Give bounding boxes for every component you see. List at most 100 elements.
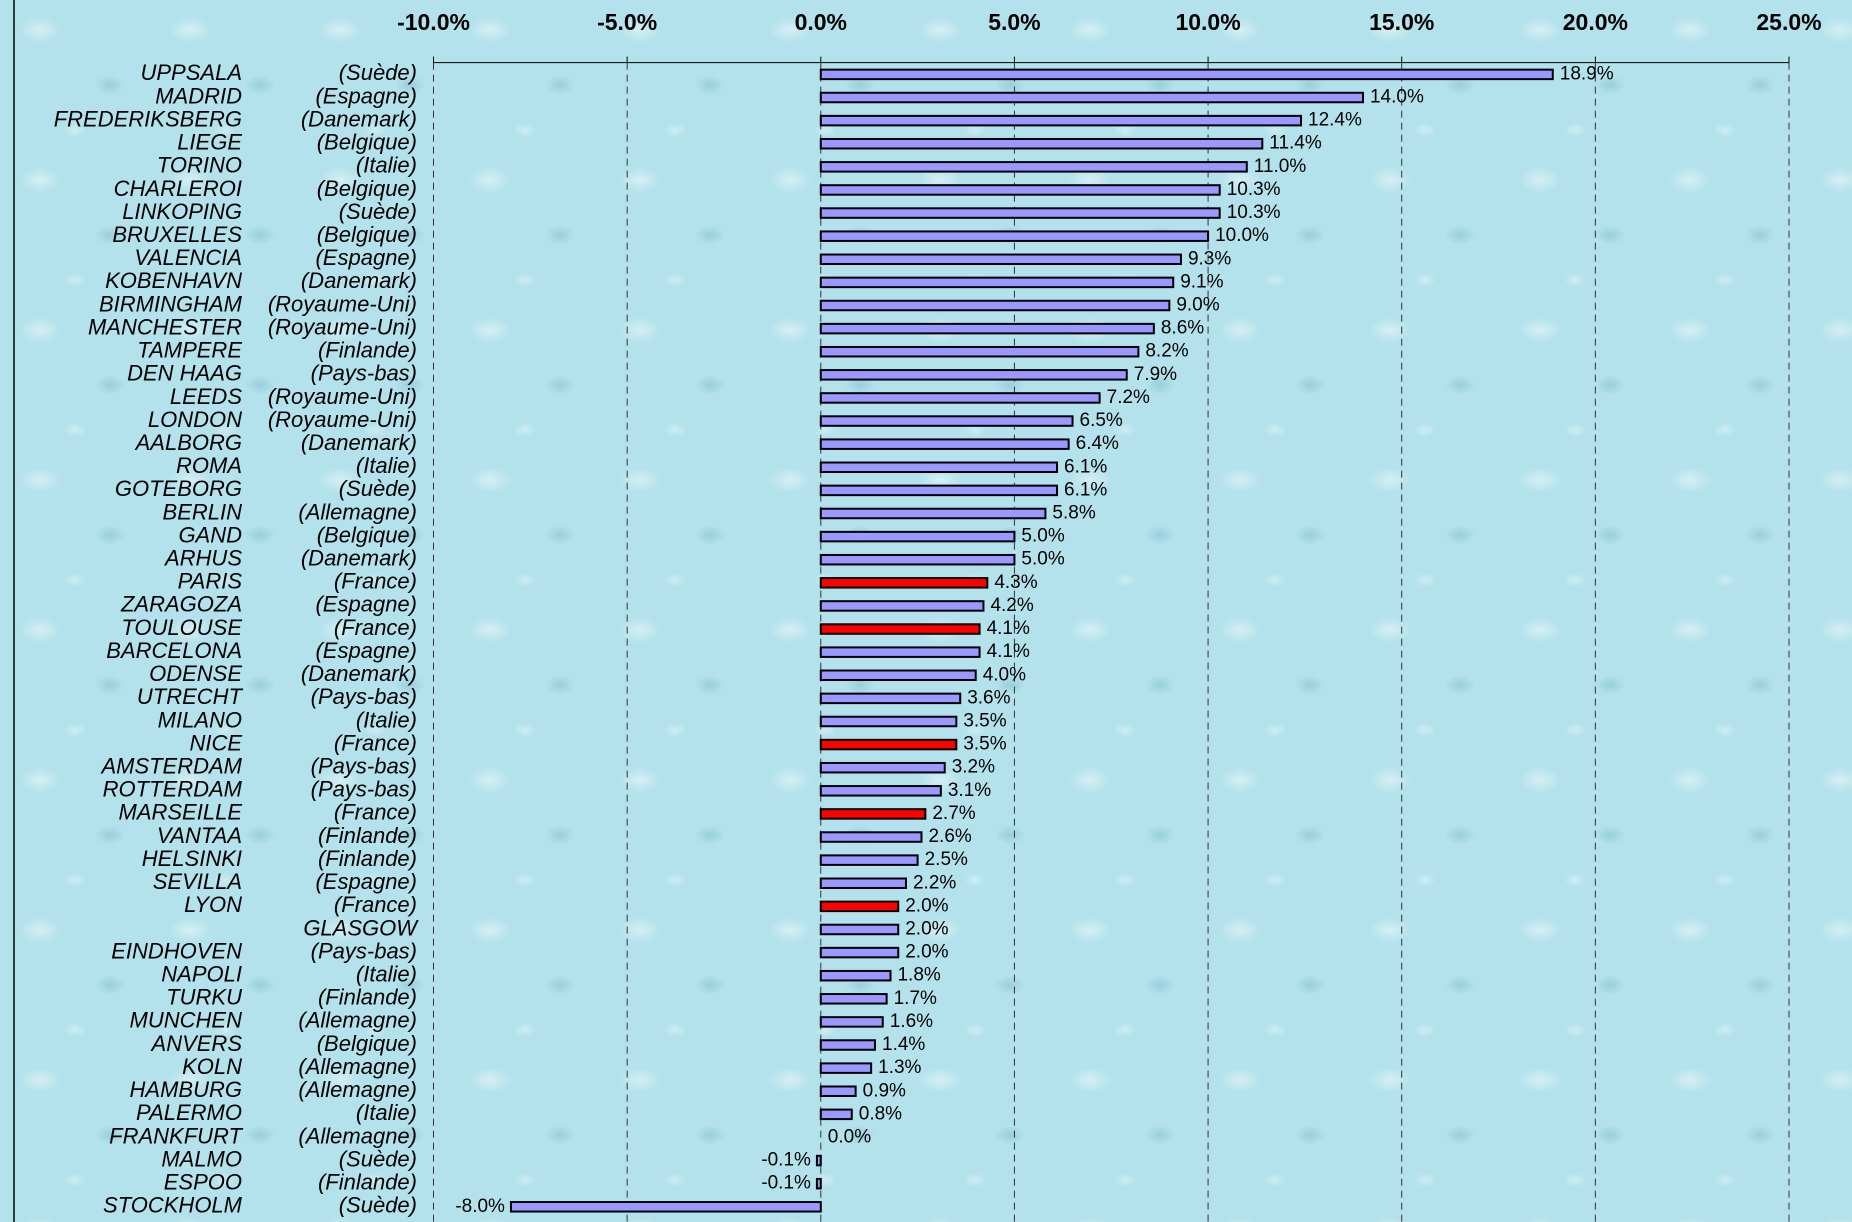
city-label: GLASGOW xyxy=(303,915,419,940)
value-label: 7.2% xyxy=(1107,387,1150,408)
city-label: FRANKFURT xyxy=(109,1123,243,1148)
bar xyxy=(819,738,958,751)
city-label: ARHUS xyxy=(163,546,242,571)
city-label: MADRID xyxy=(155,83,242,108)
city-label: LINKOPING xyxy=(122,199,242,224)
city-label: VALENCIA xyxy=(134,245,242,270)
value-label: 8.2% xyxy=(1145,341,1188,362)
bar xyxy=(819,207,1221,219)
city-label: AMSTERDAM xyxy=(99,754,242,779)
value-label: 1.7% xyxy=(894,988,937,1009)
value-label: 6.1% xyxy=(1064,479,1107,500)
bar xyxy=(819,785,942,797)
country-label: (Espagne) xyxy=(315,245,417,270)
city-label: SEVILLA xyxy=(153,869,242,894)
city-label: LONDON xyxy=(148,407,242,432)
value-label: 2.7% xyxy=(932,803,975,824)
bar xyxy=(819,946,900,959)
value-label: 2.0% xyxy=(905,895,948,916)
country-label: (Italie) xyxy=(356,707,417,732)
value-label: 0.9% xyxy=(863,1080,906,1101)
value-label: 10.3% xyxy=(1227,202,1281,223)
city-label: ROTTERDAM xyxy=(103,777,243,802)
city-label: ESPOO xyxy=(164,1169,242,1194)
city-label: BARCELONA xyxy=(106,638,242,663)
value-label: 3.5% xyxy=(963,734,1006,755)
x-tick-label: 15.0% xyxy=(1369,9,1434,35)
value-label: -0.1% xyxy=(761,1150,811,1171)
value-label: 1.3% xyxy=(878,1057,921,1078)
city-label: ODENSE xyxy=(149,661,242,686)
bar xyxy=(819,1016,884,1028)
country-label: (Suède) xyxy=(339,60,417,85)
bar xyxy=(819,600,985,612)
country-label: (Royaume-Uni) xyxy=(268,407,417,432)
country-label: (France) xyxy=(334,800,417,825)
city-label: LEEDS xyxy=(170,384,242,409)
value-label: 1.6% xyxy=(890,1011,933,1032)
value-label: 18.9% xyxy=(1560,63,1614,84)
bar xyxy=(819,553,1016,566)
bar xyxy=(819,345,1140,358)
country-label: (Suède) xyxy=(339,476,417,501)
value-label: 5.0% xyxy=(1021,526,1064,547)
bar xyxy=(819,91,1364,104)
bar xyxy=(819,1085,857,1097)
bar xyxy=(819,415,1074,427)
country-label: (France) xyxy=(334,569,417,594)
city-label: BIRMINGHAM xyxy=(99,291,243,316)
value-label: 11.0% xyxy=(1254,156,1307,177)
bar xyxy=(819,137,1264,150)
value-label: 6.1% xyxy=(1064,456,1107,477)
value-label: 12.4% xyxy=(1308,110,1362,131)
bar xyxy=(815,1177,822,1190)
value-label: 4.1% xyxy=(987,641,1030,662)
country-label: (Pays-bas) xyxy=(311,684,417,709)
city-label: TORINO xyxy=(157,153,242,178)
bar xyxy=(819,577,989,589)
bar xyxy=(819,923,900,936)
bar xyxy=(819,900,900,913)
country-label: (Belgique) xyxy=(317,1031,417,1056)
city-label: STOCKHOLM xyxy=(103,1193,243,1218)
bar xyxy=(819,230,1210,242)
country-label: (Espagne) xyxy=(315,638,417,663)
country-label: (Danemark) xyxy=(301,430,417,455)
city-label: PALERMO xyxy=(136,1100,242,1125)
value-label: 3.5% xyxy=(963,710,1006,731)
city-label: UPPSALA xyxy=(141,60,243,85)
value-label: 4.0% xyxy=(983,664,1026,685)
country-label: (France) xyxy=(334,615,417,640)
country-label: (Italie) xyxy=(356,153,417,178)
bar xyxy=(819,68,1554,81)
value-label: 7.9% xyxy=(1134,364,1177,385)
bar xyxy=(819,761,946,774)
city-label: HELSINKI xyxy=(142,846,242,871)
value-label: 3.2% xyxy=(952,757,995,778)
country-label: (France) xyxy=(334,730,417,755)
value-label: 9.1% xyxy=(1180,271,1223,292)
value-label: 4.3% xyxy=(994,572,1037,593)
city-label: AALBORG xyxy=(134,430,242,455)
country-label: (Danemark) xyxy=(301,546,417,571)
bar xyxy=(819,646,981,658)
bar xyxy=(819,322,1155,335)
country-label: (Espagne) xyxy=(315,83,417,108)
city-label: MILANO xyxy=(158,707,242,732)
bar xyxy=(819,877,907,889)
city-label: DEN HAAG xyxy=(127,361,242,386)
bar xyxy=(819,114,1303,127)
bar xyxy=(819,692,962,705)
bar xyxy=(819,484,1059,497)
value-label: 14.0% xyxy=(1370,87,1424,108)
country-label: (Belgique) xyxy=(317,222,417,247)
value-label: 4.1% xyxy=(987,618,1030,639)
x-tick-label: -5.0% xyxy=(597,9,657,35)
city-label: BERLIN xyxy=(163,499,243,524)
bar xyxy=(819,1062,873,1074)
bar xyxy=(819,438,1070,450)
country-label: (Allemagne) xyxy=(298,1008,417,1033)
city-label: ROMA xyxy=(176,453,242,478)
value-label: -8.0% xyxy=(455,1196,505,1217)
city-label: LYON xyxy=(184,892,242,917)
